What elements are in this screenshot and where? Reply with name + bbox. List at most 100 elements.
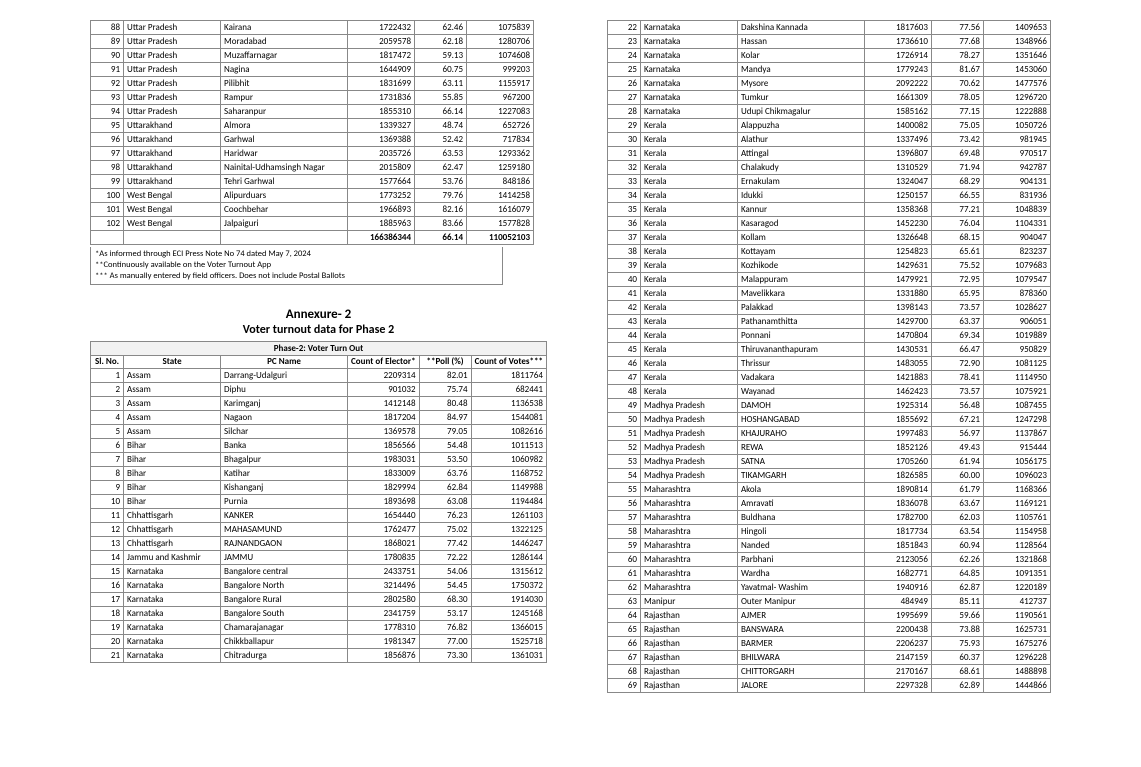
cell: 1705260 — [864, 455, 931, 469]
cell: 1577664 — [348, 175, 415, 189]
cell: 1773252 — [348, 189, 415, 203]
table-row: 11ChhattisgarhKANKER165444076.231261103 — [91, 509, 547, 523]
cell: 77.68 — [931, 35, 983, 49]
table-row: 18KarnatakaBangalore South234175953.1712… — [91, 607, 547, 621]
cell: 1577828 — [467, 217, 534, 231]
cell: 78.41 — [931, 371, 983, 385]
cell: Assam — [124, 397, 221, 411]
cell: 14 — [91, 551, 124, 565]
cell: 1722432 — [348, 21, 415, 35]
table-row: 40KeralaMalappuram147992172.951079547 — [607, 273, 1050, 287]
cell: 62.46 — [415, 21, 467, 35]
cell: 73.42 — [931, 133, 983, 147]
cell: 1114950 — [983, 371, 1050, 385]
cell: 62.26 — [931, 553, 983, 567]
cell: 21 — [91, 649, 124, 663]
table-row: 29KeralaAlappuzha140008275.051050726 — [607, 119, 1050, 133]
cell: 54 — [607, 469, 640, 483]
cell: Uttar Pradesh — [124, 49, 221, 63]
table-row: 64RajasthanAJMER199569959.661190561 — [607, 609, 1050, 623]
cell: 85.11 — [931, 595, 983, 609]
cell: TIKAMGARH — [737, 469, 864, 483]
cell: Uttarakhand — [124, 119, 221, 133]
cell: 16 — [91, 579, 124, 593]
prev-total-row: 166386344 66.14 110052103 — [91, 231, 534, 245]
footnotes: *As informed through ECI Press Note No 7… — [90, 247, 503, 285]
cell: 77.00 — [419, 635, 471, 649]
cell: Darrang-Udalguri — [221, 369, 348, 383]
cell: Muzaffarnagar — [221, 49, 348, 63]
table-row: 31KeralaAttingal139680769.48970517 — [607, 147, 1050, 161]
cell: 412737 — [983, 595, 1050, 609]
cell: 1925314 — [864, 399, 931, 413]
cell: Banka — [221, 439, 348, 453]
cell: 950829 — [983, 343, 1050, 357]
phase2-table-right: 22KarnatakaDakshina Kannada181760377.561… — [607, 20, 1051, 693]
cell: Kerala — [640, 371, 737, 385]
cell: 8 — [91, 467, 124, 481]
cell: 67 — [607, 651, 640, 665]
cell: Bangalore South — [221, 607, 348, 621]
annexure-title: Annexure- 2 — [90, 307, 547, 322]
cell: 68 — [607, 665, 640, 679]
table-row: 15KarnatakaBangalore central243375154.06… — [91, 565, 547, 579]
cell: 970517 — [983, 147, 1050, 161]
cell: Kerala — [640, 343, 737, 357]
cell: Wayanad — [737, 385, 864, 399]
cell: 1324047 — [864, 175, 931, 189]
cell: 1851843 — [864, 539, 931, 553]
table-row: 37KeralaKollam132664868.15904047 — [607, 231, 1050, 245]
table-row: 96UttarakhandGarhwal136938852.42717834 — [91, 133, 534, 147]
table-row: 90Uttar PradeshMuzaffarnagar181747259.13… — [91, 49, 534, 63]
cell: 75.05 — [931, 119, 983, 133]
cell: 52 — [607, 441, 640, 455]
table-row: 33KeralaErnakulam132404768.29904131 — [607, 175, 1050, 189]
cell: Bihar — [124, 453, 221, 467]
table-row: 98UttarakhandNainital-Udhamsingh Nagar20… — [91, 161, 534, 175]
table-row: 95UttarakhandAlmora133932748.74652726 — [91, 119, 534, 133]
cell: 60 — [607, 553, 640, 567]
cell: 25 — [607, 63, 640, 77]
cell: 1966893 — [348, 203, 415, 217]
cell: 652726 — [467, 119, 534, 133]
cell: 1254823 — [864, 245, 931, 259]
cell: 1048839 — [983, 203, 1050, 217]
cell: Mavelikkara — [737, 287, 864, 301]
cell: 63 — [607, 595, 640, 609]
cell: Rajasthan — [640, 623, 737, 637]
cell: 2206237 — [864, 637, 931, 651]
cell: RAJNANDGAON — [221, 537, 348, 551]
cell: 1081125 — [983, 357, 1050, 371]
cell: 56 — [607, 497, 640, 511]
cell: 1250157 — [864, 189, 931, 203]
cell: Katihar — [221, 467, 348, 481]
cell: 64 — [607, 609, 640, 623]
cell: 1 — [91, 369, 124, 383]
cell: 39 — [607, 259, 640, 273]
cell: 31 — [607, 147, 640, 161]
cell: Kollam — [737, 231, 864, 245]
cell: 1452230 — [864, 217, 931, 231]
cell: Garhwal — [221, 133, 348, 147]
cell: 66.55 — [931, 189, 983, 203]
footnote-1: *As informed through ECI Press Note No 7… — [95, 249, 498, 260]
cell: 1087455 — [983, 399, 1050, 413]
cell: 1366015 — [471, 621, 546, 635]
table-row: 59MaharashtraNanded185184360.941128564 — [607, 539, 1050, 553]
cell: Karnataka — [124, 607, 221, 621]
cell: Maharashtra — [640, 539, 737, 553]
cell: 1315612 — [471, 565, 546, 579]
cell: 77.56 — [931, 21, 983, 35]
cell: 91 — [91, 63, 124, 77]
cell: 19 — [91, 621, 124, 635]
cell: 1322125 — [471, 523, 546, 537]
table-row: 94Uttar PradeshSaharanpur185531066.14122… — [91, 105, 534, 119]
cell: Tumkur — [737, 91, 864, 105]
cell: Chhattisgarh — [124, 537, 221, 551]
cell: 1396807 — [864, 147, 931, 161]
table-row: 101West BengalCoochbehar196689382.161616… — [91, 203, 534, 217]
phase-header-row: Phase-2: Voter Turn Out — [91, 342, 547, 356]
cell: 75.74 — [419, 383, 471, 397]
table-row: 16KarnatakaBangalore North321449654.4517… — [91, 579, 547, 593]
cell: 1220189 — [983, 581, 1050, 595]
